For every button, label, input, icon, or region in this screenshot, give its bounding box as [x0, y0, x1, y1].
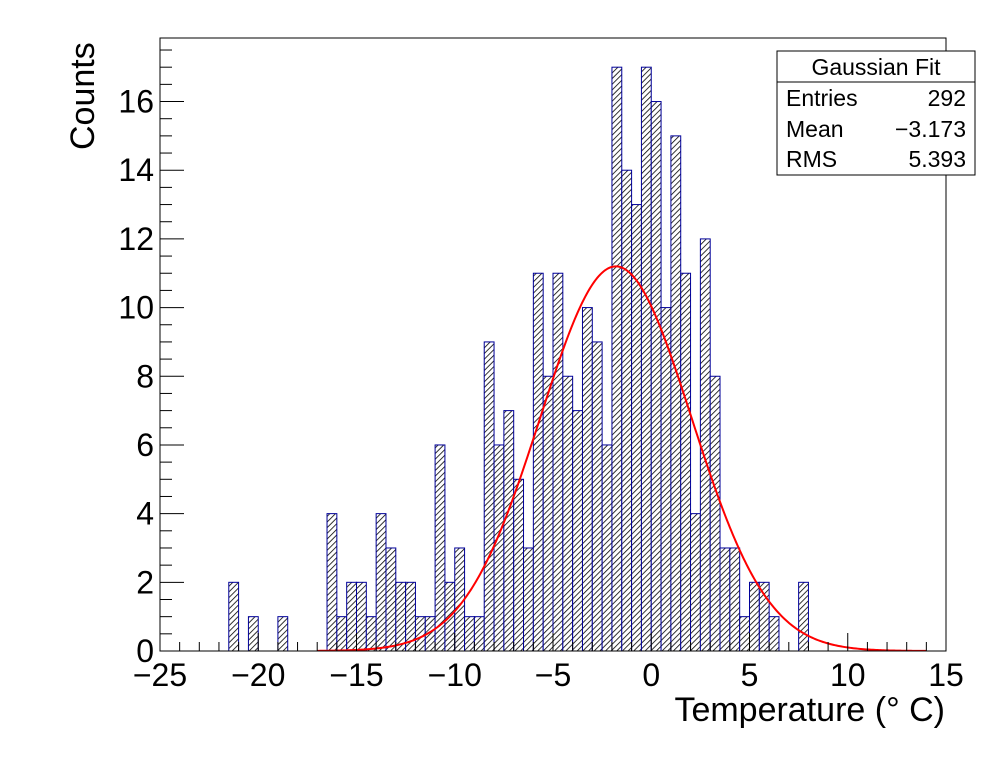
histogram-bar	[611, 66, 623, 651]
histogram-bar	[277, 616, 289, 651]
histogram-bar	[395, 581, 407, 651]
histogram-bar	[729, 547, 741, 651]
y-tick-label: 2	[136, 564, 154, 600]
histogram-bar	[483, 341, 495, 651]
stats-entries-value: 292	[928, 85, 966, 111]
histogram-bar	[739, 616, 750, 651]
x-tick-label: −5	[535, 657, 571, 693]
histogram-bars	[228, 66, 809, 651]
histogram-bar	[758, 581, 770, 651]
histogram-bar	[709, 375, 721, 651]
histogram-bar	[473, 616, 485, 651]
stats-mean-value: −3.173	[895, 116, 966, 142]
histogram-bar	[513, 478, 525, 651]
x-tick-label: −20	[231, 657, 285, 693]
x-tick-label: −10	[428, 657, 482, 693]
histogram-bar	[356, 581, 367, 651]
stats-rms-label: RMS	[786, 146, 837, 172]
histogram-bar	[572, 410, 583, 651]
histogram-bar	[385, 547, 397, 651]
y-axis-ticks	[160, 49, 184, 652]
histogram-bar	[660, 307, 672, 651]
stats-box-title: Gaussian Fit	[811, 54, 941, 80]
x-tick-label: 0	[642, 657, 660, 693]
histogram-bar	[365, 616, 377, 651]
histogram-bar	[680, 272, 692, 651]
stats-mean-label: Mean	[786, 116, 844, 142]
histogram-bar	[375, 513, 387, 651]
histogram-bar	[719, 547, 731, 651]
histogram-bar	[503, 410, 515, 651]
histogram-bar	[562, 375, 574, 651]
x-tick-label: −15	[329, 657, 383, 693]
histogram-bar	[621, 169, 633, 651]
histogram-bar	[523, 547, 534, 651]
stats-box: Gaussian Fit Entries 292 Mean −3.173 RMS…	[776, 50, 976, 176]
gaussian-fit-curve	[317, 265, 927, 651]
y-tick-label: 8	[136, 358, 154, 394]
x-axis-ticks	[159, 633, 947, 651]
histogram-bar	[640, 66, 652, 651]
x-tick-label: 15	[928, 657, 964, 693]
histogram-bar	[552, 272, 564, 651]
histogram-bar	[591, 341, 603, 651]
histogram-bar	[798, 581, 809, 651]
histogram-bar	[631, 204, 642, 651]
x-axis-tick-labels: −25 −20 −15 −10 −5 0 5 10 15	[133, 657, 964, 693]
histogram-bar	[336, 616, 348, 651]
y-tick-label: 0	[136, 633, 154, 669]
histogram-bar	[228, 581, 240, 651]
histogram-bar	[542, 375, 554, 651]
stats-entries-label: Entries	[786, 85, 858, 111]
histogram-bar	[581, 307, 593, 651]
histogram-bar	[346, 581, 357, 651]
histogram-bar	[768, 616, 780, 651]
y-tick-label: 4	[136, 496, 154, 532]
y-tick-label: 10	[118, 290, 154, 326]
y-axis-tick-labels: 0 2 4 6 8 10 12 14 16	[118, 84, 154, 669]
histogram-bar	[601, 444, 613, 651]
x-tick-label: 10	[830, 657, 866, 693]
x-tick-label: 5	[741, 657, 759, 693]
y-tick-label: 12	[118, 221, 154, 257]
y-tick-label: 6	[136, 427, 154, 463]
x-axis-label: Temperature (° C)	[674, 691, 945, 729]
y-tick-label: 16	[118, 84, 154, 120]
histogram-bar	[434, 444, 446, 651]
y-axis-label: Counts	[64, 42, 102, 150]
stats-rms-value: 5.393	[908, 146, 966, 172]
histogram-bar	[464, 616, 475, 651]
y-tick-label: 14	[118, 152, 154, 188]
histogram-bar	[247, 616, 259, 651]
histogram-bar	[670, 135, 682, 651]
histogram-bar	[699, 238, 711, 651]
histogram-bar	[326, 513, 338, 651]
histogram-bar	[493, 444, 505, 651]
x-tick-label: −25	[133, 657, 187, 693]
histogram-bar	[749, 581, 760, 651]
histogram-bar	[690, 513, 701, 651]
histogram-bar	[414, 616, 426, 651]
histogram-bar	[532, 272, 544, 651]
histogram-bar	[650, 101, 662, 651]
